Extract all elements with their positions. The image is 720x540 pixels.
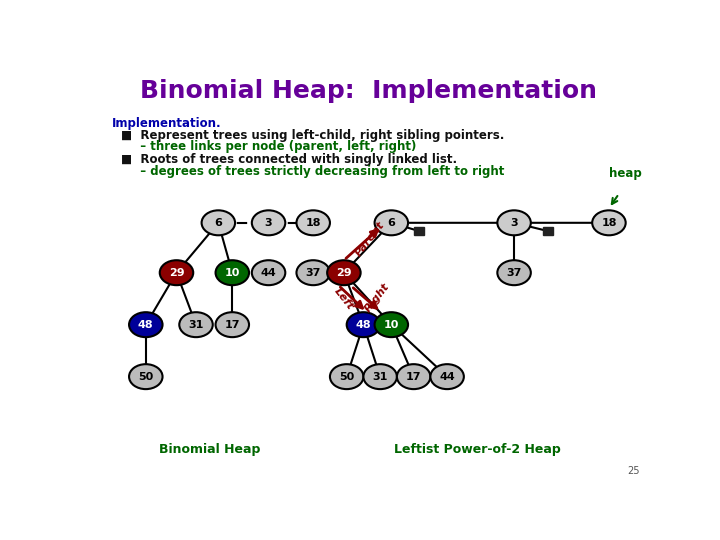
Circle shape xyxy=(215,312,249,337)
Text: 18: 18 xyxy=(305,218,321,228)
Text: ■  Represent trees using left-child, right sibling pointers.: ■ Represent trees using left-child, righ… xyxy=(121,129,504,142)
Text: 48: 48 xyxy=(356,320,372,330)
Text: 3: 3 xyxy=(265,218,272,228)
Circle shape xyxy=(129,364,163,389)
Circle shape xyxy=(498,211,531,235)
Text: – three links per node (parent, left, right): – three links per node (parent, left, ri… xyxy=(132,140,416,153)
Text: 29: 29 xyxy=(336,268,351,278)
Text: 31: 31 xyxy=(189,320,204,330)
Circle shape xyxy=(431,364,464,389)
Circle shape xyxy=(202,211,235,235)
Circle shape xyxy=(252,211,285,235)
Text: 37: 37 xyxy=(506,268,522,278)
Text: 17: 17 xyxy=(225,320,240,330)
Circle shape xyxy=(160,260,193,285)
Text: Implementation.: Implementation. xyxy=(112,117,222,130)
Text: Parent: Parent xyxy=(354,219,387,258)
Circle shape xyxy=(397,364,431,389)
Text: Binomial Heap: Binomial Heap xyxy=(159,443,261,456)
Circle shape xyxy=(179,312,213,337)
Circle shape xyxy=(252,260,285,285)
Text: 44: 44 xyxy=(439,372,455,382)
Circle shape xyxy=(297,211,330,235)
Circle shape xyxy=(498,260,531,285)
Circle shape xyxy=(297,260,330,285)
Text: Right: Right xyxy=(363,281,392,314)
Text: 10: 10 xyxy=(225,268,240,278)
Circle shape xyxy=(129,312,163,337)
Text: heap: heap xyxy=(609,167,642,180)
Text: 29: 29 xyxy=(168,268,184,278)
Text: 18: 18 xyxy=(601,218,617,228)
Text: 17: 17 xyxy=(406,372,421,382)
Circle shape xyxy=(330,364,364,389)
Text: 31: 31 xyxy=(372,372,388,382)
Circle shape xyxy=(364,364,397,389)
Text: – degrees of trees strictly decreasing from left to right: – degrees of trees strictly decreasing f… xyxy=(132,165,504,178)
Text: Leftist Power-of-2 Heap: Leftist Power-of-2 Heap xyxy=(395,443,561,456)
Circle shape xyxy=(374,211,408,235)
Text: 10: 10 xyxy=(384,320,399,330)
Circle shape xyxy=(347,312,380,337)
Text: 3: 3 xyxy=(510,218,518,228)
Text: 48: 48 xyxy=(138,320,153,330)
Text: 6: 6 xyxy=(215,218,222,228)
Text: 6: 6 xyxy=(387,218,395,228)
FancyBboxPatch shape xyxy=(543,227,552,235)
Text: 37: 37 xyxy=(305,268,321,278)
Text: 50: 50 xyxy=(138,372,153,382)
Circle shape xyxy=(327,260,361,285)
Text: Binomial Heap:  Implementation: Binomial Heap: Implementation xyxy=(140,79,598,103)
Text: ■  Roots of trees connected with singly linked list.: ■ Roots of trees connected with singly l… xyxy=(121,153,456,166)
Text: Left: Left xyxy=(333,286,356,312)
Circle shape xyxy=(593,211,626,235)
Text: 44: 44 xyxy=(261,268,276,278)
FancyBboxPatch shape xyxy=(414,227,424,235)
Circle shape xyxy=(374,312,408,337)
Circle shape xyxy=(215,260,249,285)
Text: 25: 25 xyxy=(627,465,639,476)
Text: 50: 50 xyxy=(339,372,354,382)
